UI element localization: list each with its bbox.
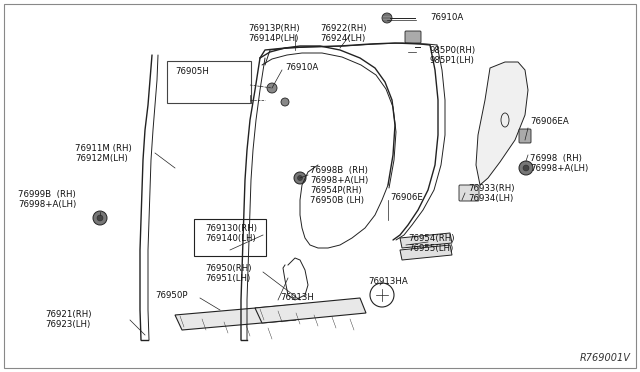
Text: 76999B  (RH): 76999B (RH)	[18, 190, 76, 199]
Text: 76914P(LH): 76914P(LH)	[248, 33, 298, 42]
Text: 76910A: 76910A	[285, 64, 318, 73]
Polygon shape	[400, 233, 452, 248]
Text: 76913H: 76913H	[280, 294, 314, 302]
FancyBboxPatch shape	[519, 129, 531, 143]
FancyBboxPatch shape	[405, 31, 421, 43]
Polygon shape	[255, 298, 366, 323]
Text: 76923(LH): 76923(LH)	[45, 321, 90, 330]
Text: 76998  (RH): 76998 (RH)	[530, 154, 582, 163]
Polygon shape	[400, 245, 452, 260]
Text: 985P0(RH): 985P0(RH)	[430, 45, 476, 55]
Text: 76921(RH): 76921(RH)	[45, 311, 92, 320]
Text: R769001V: R769001V	[580, 353, 631, 363]
Circle shape	[519, 161, 533, 175]
Text: 769140(LH): 769140(LH)	[205, 234, 256, 243]
Circle shape	[97, 215, 103, 221]
Text: 76998+A(LH): 76998+A(LH)	[310, 176, 368, 185]
Text: 769130(RH): 769130(RH)	[205, 224, 257, 232]
Text: 76912M(LH): 76912M(LH)	[75, 154, 128, 163]
Text: 76934(LH): 76934(LH)	[468, 193, 513, 202]
Text: 76998+A(LH): 76998+A(LH)	[18, 201, 76, 209]
Text: 76913P(RH): 76913P(RH)	[248, 23, 300, 32]
Circle shape	[93, 211, 107, 225]
Text: 76922(RH): 76922(RH)	[320, 23, 367, 32]
Text: 76950(RH): 76950(RH)	[205, 263, 252, 273]
Text: 76950B (LH): 76950B (LH)	[310, 196, 364, 205]
Circle shape	[298, 176, 303, 180]
Polygon shape	[476, 62, 528, 185]
Text: 76998B  (RH): 76998B (RH)	[310, 166, 368, 174]
Circle shape	[523, 165, 529, 171]
Text: 76951(LH): 76951(LH)	[205, 273, 250, 282]
Circle shape	[267, 83, 277, 93]
Text: 76955(LH): 76955(LH)	[408, 244, 453, 253]
Text: 985P1(LH): 985P1(LH)	[430, 55, 475, 64]
Text: 76906EA: 76906EA	[530, 118, 569, 126]
Text: 76998+A(LH): 76998+A(LH)	[530, 164, 588, 173]
Text: 76905H: 76905H	[175, 67, 209, 77]
FancyBboxPatch shape	[459, 185, 479, 201]
Text: 76906E: 76906E	[390, 193, 423, 202]
Text: 76910A: 76910A	[430, 13, 463, 22]
Text: 76950P: 76950P	[155, 291, 188, 299]
Polygon shape	[175, 305, 296, 330]
Circle shape	[281, 98, 289, 106]
Text: 76924(LH): 76924(LH)	[320, 33, 365, 42]
Text: 76954P(RH): 76954P(RH)	[310, 186, 362, 195]
Circle shape	[382, 13, 392, 23]
Text: 76911M (RH): 76911M (RH)	[75, 144, 132, 153]
Text: 76913HA: 76913HA	[368, 278, 408, 286]
Text: 76954(RH): 76954(RH)	[408, 234, 454, 243]
Circle shape	[294, 172, 306, 184]
Text: 76933(RH): 76933(RH)	[468, 183, 515, 192]
